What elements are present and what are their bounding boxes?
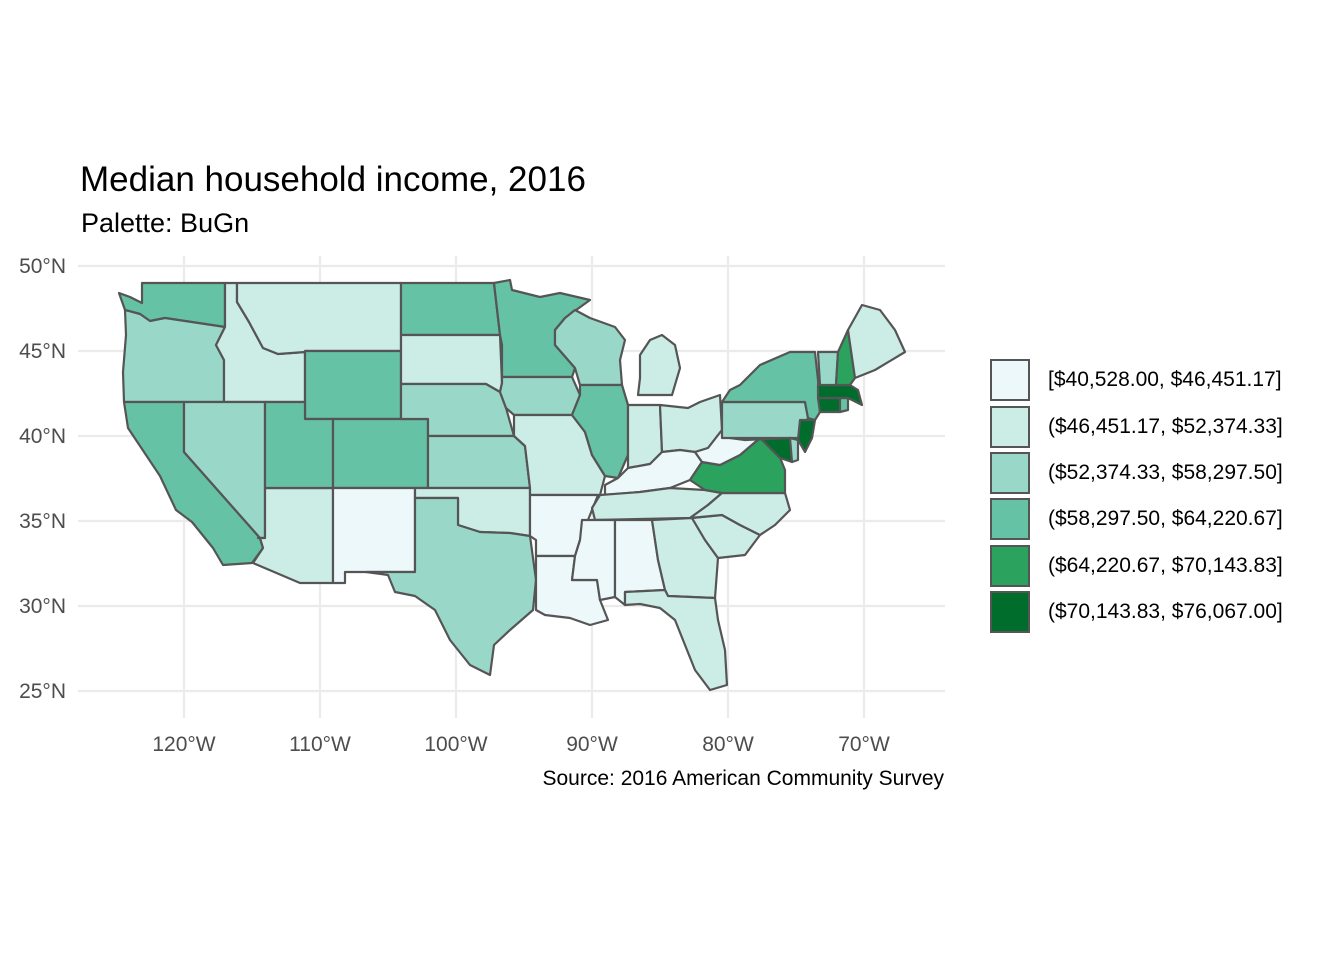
state-wi bbox=[553, 308, 627, 387]
chart-subtitle: Palette: BuGn bbox=[81, 208, 250, 238]
state-nj bbox=[796, 418, 817, 454]
y-tick-label: 30°N bbox=[19, 595, 66, 618]
x-axis-labels: 120°W 110°W 100°W 90°W 80°W 70°W bbox=[152, 733, 890, 756]
y-axis-labels: 50°N 45°N 40°N 35°N 30°N 25°N bbox=[19, 255, 66, 703]
y-tick-label: 40°N bbox=[19, 425, 66, 448]
y-tick-label: 35°N bbox=[19, 510, 66, 533]
state-ri bbox=[838, 396, 850, 414]
state-il bbox=[570, 383, 630, 480]
y-tick-label: 45°N bbox=[19, 340, 66, 363]
x-tick-label: 120°W bbox=[152, 733, 215, 756]
legend-label: ($58,297.50, $64,220.67] bbox=[1048, 507, 1283, 531]
legend-swatch bbox=[990, 451, 1030, 494]
state-ks bbox=[426, 434, 532, 490]
state-az bbox=[251, 486, 335, 585]
state-wy bbox=[303, 349, 403, 421]
legend-item: [$40,528.00, $46,451.17] bbox=[990, 357, 1283, 403]
state-de bbox=[788, 436, 800, 464]
state-ny bbox=[720, 350, 822, 422]
legend-item: ($58,297.50, $64,220.67] bbox=[990, 496, 1283, 542]
x-tick-label: 70°W bbox=[838, 733, 890, 756]
chart-title: Median household income, 2016 bbox=[80, 160, 586, 199]
source-caption: Source: 2016 American Community Survey bbox=[542, 767, 944, 790]
legend-item: ($52,374.33, $58,297.50] bbox=[990, 450, 1283, 496]
state-vt bbox=[816, 350, 840, 387]
x-tick-label: 110°W bbox=[289, 733, 351, 756]
state-nh bbox=[834, 328, 857, 387]
state-tx bbox=[364, 496, 538, 677]
state-mi bbox=[636, 333, 682, 397]
state-or bbox=[121, 308, 227, 404]
legend-label: ($64,220.67, $70,143.83] bbox=[1048, 553, 1283, 577]
state-ct bbox=[816, 396, 842, 414]
x-tick-label: 90°W bbox=[566, 733, 618, 756]
legend: [$40,528.00, $46,451.17] ($46,451.17, $5… bbox=[990, 357, 1283, 635]
state-fl bbox=[623, 588, 729, 692]
state-nd bbox=[399, 281, 502, 337]
legend-swatch bbox=[990, 359, 1030, 402]
legend-label: ($46,451.17, $52,374.33] bbox=[1048, 414, 1283, 438]
state-co bbox=[331, 417, 430, 490]
legend-swatch bbox=[990, 591, 1030, 634]
legend-item: ($70,143.83, $76,067.00] bbox=[990, 589, 1283, 635]
y-tick-label: 25°N bbox=[19, 680, 66, 703]
state-polygons bbox=[117, 278, 907, 692]
y-tick-label: 50°N bbox=[19, 255, 66, 278]
state-ia bbox=[498, 375, 582, 417]
x-tick-label: 100°W bbox=[424, 733, 487, 756]
state-mt bbox=[235, 281, 403, 356]
state-nm bbox=[331, 486, 417, 585]
legend-label: ($70,143.83, $76,067.00] bbox=[1048, 600, 1283, 624]
legend-swatch bbox=[990, 544, 1030, 587]
legend-swatch bbox=[990, 405, 1030, 448]
x-tick-label: 80°W bbox=[702, 733, 754, 756]
legend-swatch bbox=[990, 498, 1030, 541]
state-pa bbox=[720, 400, 810, 440]
legend-item: ($64,220.67, $70,143.83] bbox=[990, 543, 1283, 589]
state-me bbox=[846, 303, 907, 380]
legend-label: ($52,374.33, $58,297.50] bbox=[1048, 460, 1283, 484]
legend-item: ($46,451.17, $52,374.33] bbox=[990, 403, 1283, 449]
legend-label: [$40,528.00, $46,451.17] bbox=[1048, 368, 1282, 392]
